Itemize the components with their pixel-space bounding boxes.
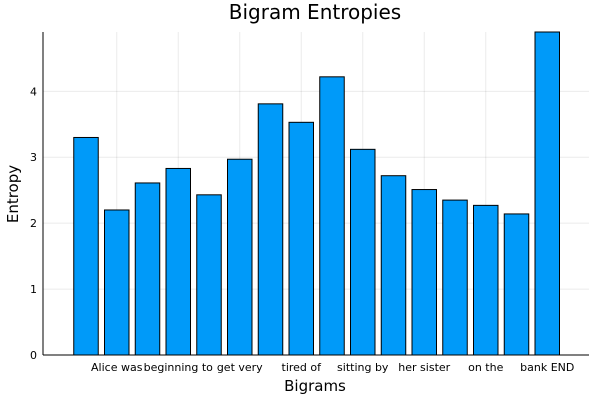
x-tick-label: beginning to (144, 361, 214, 374)
bar (134, 182, 161, 356)
x-tick-label: get very (217, 361, 263, 374)
bar (73, 136, 99, 356)
x-axis-label: Bigrams (284, 377, 346, 395)
bar (350, 148, 376, 356)
bar (257, 103, 284, 356)
axes (42, 32, 589, 356)
x-tick-label: on the (468, 361, 503, 374)
bar (196, 194, 222, 356)
bar (380, 175, 407, 356)
bar (288, 121, 314, 356)
bar (473, 204, 499, 356)
y-tick-label: 4 (30, 85, 37, 98)
x-tick-label: Alice was (91, 361, 143, 374)
chart-title: Bigram Entropies (229, 0, 401, 24)
y-tick-label: 1 (30, 283, 37, 296)
x-tick-label: sitting by (337, 361, 389, 374)
bar (503, 213, 530, 356)
bars (73, 31, 560, 356)
y-tick-labels: 0 1 2 3 4 (30, 85, 37, 362)
bar (319, 76, 345, 356)
y-axis-label: Entropy (4, 165, 22, 223)
x-tick-labels: Alice was beginning to get very tired of sit… (91, 361, 574, 374)
y-tick-label: 0 (30, 349, 37, 362)
bar (165, 167, 191, 356)
x-tick-label: tired of (282, 361, 323, 374)
bar (442, 199, 468, 356)
y-tick-label: 2 (30, 217, 37, 230)
bar (104, 209, 130, 356)
bar (411, 189, 437, 356)
y-tick-label: 3 (30, 151, 37, 164)
x-tick-label: her sister (398, 361, 450, 374)
x-tick-label: bank END (520, 361, 574, 374)
bar (534, 31, 560, 356)
bar (227, 158, 253, 356)
